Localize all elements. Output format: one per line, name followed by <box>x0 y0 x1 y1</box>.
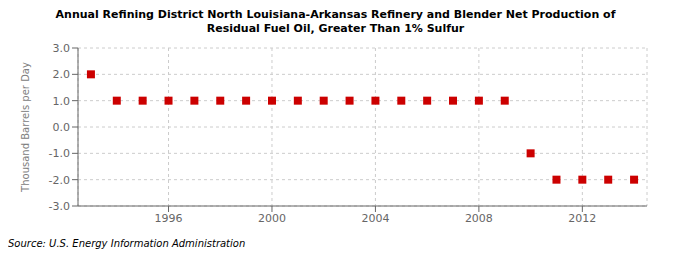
svg-text:-3.0: -3.0 <box>49 200 70 213</box>
svg-text:2008: 2008 <box>465 212 493 225</box>
svg-text:2000: 2000 <box>258 212 286 225</box>
svg-text:Thousand Barrels per Day: Thousand Barrels per Day <box>20 62 31 193</box>
svg-text:0.0: 0.0 <box>53 121 71 134</box>
html-text:Residual Fuel Oil, Greater Tha: Residual Fuel Oil, Greater Than 1% Sulfu… <box>206 22 465 35</box>
svg-text:1.0: 1.0 <box>53 95 71 108</box>
svg-text:1996: 1996 <box>155 212 183 225</box>
html-text:Source: U.S. Energy Informatio: Source: U.S. Energy Information Administ… <box>8 238 246 249</box>
svg-text:-2.0: -2.0 <box>49 174 70 187</box>
html-text:Annual Refining District North: Annual Refining District North Louisiana… <box>55 8 616 21</box>
svg-text:2012: 2012 <box>568 212 596 225</box>
svg-text:-1.0: -1.0 <box>49 147 70 160</box>
svg-text:3.0: 3.0 <box>53 42 71 55</box>
svg-text:2.0: 2.0 <box>53 68 71 81</box>
svg-text:2004: 2004 <box>361 212 389 225</box>
